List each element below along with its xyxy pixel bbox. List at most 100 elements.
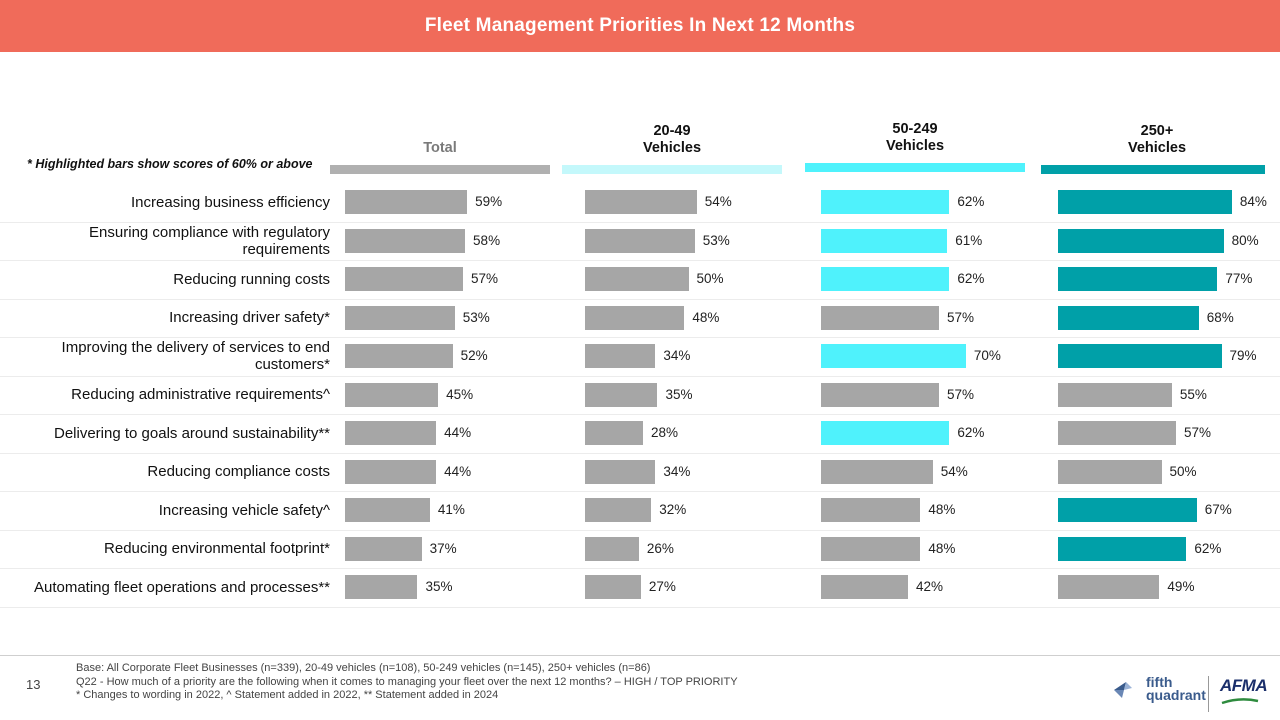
category-label: Increasing business efficiency — [131, 193, 330, 211]
row-separator — [0, 529, 1280, 531]
data-label: 45% — [446, 386, 474, 402]
column-header-2-line-2: Vehicles — [642, 140, 702, 156]
footnote-base: Base: All Corporate Fleet Businesses (n=… — [76, 662, 651, 674]
bar — [345, 267, 463, 291]
bar — [1058, 344, 1222, 368]
bar — [821, 267, 950, 291]
data-label: 48% — [692, 309, 720, 325]
column-header-bar-2 — [562, 165, 782, 174]
category-label: Increasing vehicle safety^ — [158, 501, 330, 519]
row-separator — [0, 375, 1280, 377]
bar — [1058, 421, 1176, 445]
data-label: 32% — [659, 502, 687, 517]
data-label: 27% — [648, 579, 676, 594]
bar — [821, 305, 939, 330]
data-label: 28% — [650, 425, 678, 440]
bar — [345, 382, 439, 407]
data-label: 48% — [928, 540, 956, 556]
data-label: 44% — [444, 463, 472, 479]
column-header-1: Total — [340, 140, 540, 157]
data-label: 79% — [1229, 348, 1257, 363]
data-label: 61% — [955, 232, 983, 248]
category-label: Reducing compliance costs — [147, 463, 330, 481]
title-banner: Fleet Management Priorities In Next 12 M… — [0, 0, 1280, 52]
data-label: 68% — [1206, 309, 1234, 325]
data-label: 57% — [946, 386, 975, 402]
footnotes: Base: All Corporate Fleet Businesses (n=… — [76, 662, 738, 703]
category-label: Automating fleet operations and processe… — [33, 578, 330, 596]
bar — [1058, 228, 1224, 253]
bar — [1058, 305, 1199, 330]
bar — [821, 421, 950, 445]
bar — [821, 382, 939, 407]
bar — [345, 344, 453, 368]
fifth-quadrant-logo: fifth quadrant — [1112, 675, 1206, 703]
fifth-quadrant-mark-icon — [1114, 682, 1132, 698]
bar — [1058, 459, 1162, 484]
column-header-2: 20-49 Vehicles — [572, 123, 772, 157]
column-header-4-line-1: 250+ — [1140, 123, 1174, 139]
bar — [345, 421, 437, 445]
bar — [345, 459, 437, 484]
category-label: Reducing environmental footprint* — [104, 540, 330, 558]
highlight-note: * Highlighted bars show scores of 60% or… — [27, 157, 313, 171]
row-separator — [0, 606, 1280, 608]
bar — [585, 498, 652, 522]
afma-logo: AFMA — [1220, 676, 1268, 706]
bar — [345, 498, 430, 522]
afma-swoosh-icon — [1221, 698, 1259, 705]
footnote-question: Q22 - How much of a priority are the fol… — [76, 675, 738, 688]
bar — [821, 459, 933, 484]
column-header-1-line-1: Total — [423, 140, 457, 156]
bar — [585, 382, 658, 407]
bar — [821, 536, 921, 561]
category-label: Increasing driver safety* — [169, 309, 330, 327]
column-header-3-line-2: Vehicles — [885, 138, 945, 154]
data-label: 58% — [473, 232, 501, 248]
row-separator — [0, 337, 1280, 338]
column-header-3: 50-249 Vehicles — [815, 121, 1015, 155]
logo-divider — [1208, 676, 1209, 712]
bar — [345, 536, 422, 561]
data-label: 77% — [1225, 271, 1253, 286]
bar — [1058, 382, 1172, 407]
bar — [821, 228, 948, 253]
column-header-bar-4 — [1041, 165, 1265, 174]
row-separator — [0, 221, 1280, 223]
data-label: 35% — [665, 386, 693, 402]
column-header-4: 250+ Vehicles — [1057, 123, 1257, 157]
data-label: 57% — [470, 271, 499, 286]
data-label: 35% — [425, 579, 453, 594]
column-header-4-line-2: Vehicles — [1127, 140, 1187, 156]
bar — [1058, 190, 1232, 214]
bar — [1058, 575, 1160, 599]
data-label: 55% — [1179, 386, 1207, 402]
data-label: 62% — [957, 194, 985, 209]
page-number: 13 — [26, 677, 41, 692]
bar — [345, 228, 466, 253]
bar — [1058, 536, 1187, 561]
data-label: 50% — [1169, 463, 1197, 479]
bar — [585, 267, 689, 291]
row-separator — [0, 298, 1280, 300]
row-separator — [0, 414, 1280, 415]
data-label: 34% — [663, 348, 691, 363]
bar — [821, 575, 908, 599]
bar — [821, 190, 950, 214]
row-separator — [0, 260, 1280, 261]
bar — [585, 344, 656, 368]
category-label: Delivering to goals around sustainabilit… — [54, 424, 330, 442]
footnote-changes: * Changes to wording in 2022, ^ Statemen… — [76, 689, 499, 701]
data-label: 80% — [1231, 232, 1259, 248]
data-label: 62% — [957, 271, 985, 286]
row-separator — [0, 568, 1280, 569]
data-label: 57% — [946, 309, 975, 325]
data-label: 49% — [1167, 579, 1195, 594]
category-label: Reducing running costs — [173, 270, 330, 288]
bar — [1058, 498, 1197, 522]
data-label: 44% — [444, 425, 472, 440]
bar — [585, 305, 685, 330]
data-label: 41% — [437, 502, 465, 517]
data-label: 54% — [704, 194, 732, 209]
fifth-quadrant-logo-line2: quadrant — [1146, 687, 1206, 703]
